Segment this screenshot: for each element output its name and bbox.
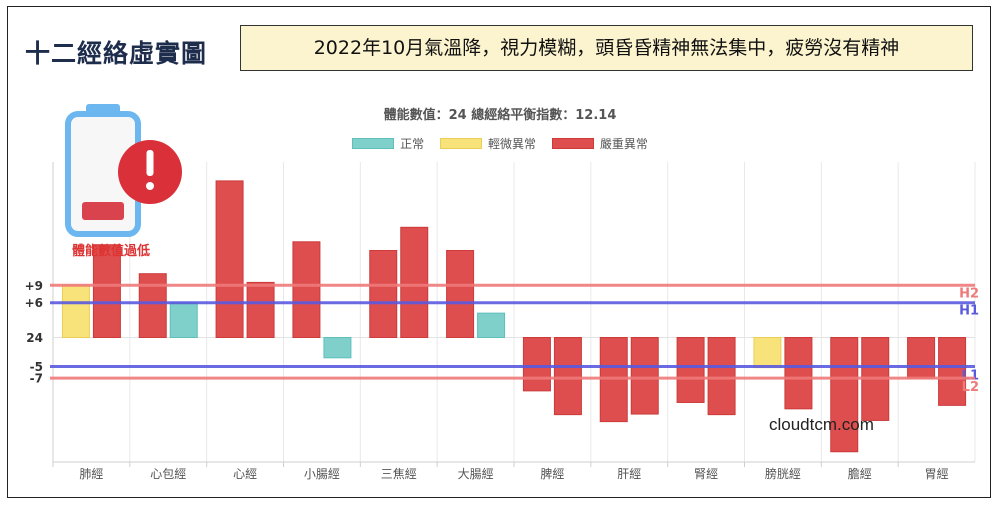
legend-item-severe[interactable]: 嚴重異常 bbox=[551, 135, 648, 152]
bar bbox=[246, 281, 275, 338]
page-title: 十二經絡虛實圖 bbox=[25, 39, 208, 68]
bar bbox=[215, 180, 244, 338]
y-tick-label: +6 bbox=[25, 296, 43, 310]
bar bbox=[400, 226, 429, 338]
x-tick-label: 心包經 bbox=[150, 467, 186, 481]
chart-title: 體能數值：24 總經絡平衡指數：12.14 bbox=[383, 108, 617, 123]
legend: 正常 輕微異常 嚴重異常 bbox=[0, 135, 1000, 152]
x-tick-label: 肝經 bbox=[617, 467, 641, 481]
bar bbox=[522, 337, 551, 392]
y-tick-label: -7 bbox=[30, 372, 43, 386]
legend-item-mild[interactable]: 輕微異常 bbox=[439, 135, 536, 152]
bar bbox=[138, 273, 167, 339]
legend-item-normal[interactable]: 正常 bbox=[352, 135, 424, 152]
bar bbox=[676, 337, 705, 403]
x-tick-label: 小腸經 bbox=[304, 467, 340, 481]
reference-line-label: H1 bbox=[959, 304, 979, 319]
bar bbox=[553, 337, 582, 416]
bar bbox=[784, 337, 813, 410]
x-tick-label: 肺經 bbox=[79, 467, 103, 481]
x-tick-label: 膽經 bbox=[848, 466, 872, 481]
bar bbox=[292, 241, 321, 338]
bar bbox=[92, 244, 121, 338]
watermark: cloudtcm.com bbox=[769, 415, 874, 434]
bar bbox=[830, 337, 859, 453]
reference-line-label: H2 bbox=[959, 286, 979, 301]
x-tick-label: 心經 bbox=[233, 467, 257, 481]
legend-label-mild: 輕微異常 bbox=[487, 137, 536, 151]
battery-warning-label: 體能數值過低 bbox=[72, 244, 151, 259]
bar bbox=[323, 337, 352, 359]
bar bbox=[477, 312, 506, 339]
bar bbox=[630, 337, 659, 415]
bar bbox=[938, 337, 967, 406]
y-tick-label: 24 bbox=[26, 331, 43, 345]
legend-label-normal: 正常 bbox=[400, 137, 425, 151]
bar bbox=[61, 284, 90, 338]
low-battery-icon bbox=[62, 102, 186, 238]
x-tick-label: 腎經 bbox=[694, 467, 718, 481]
reference-line-label: L2 bbox=[962, 380, 979, 395]
bar bbox=[907, 337, 936, 379]
y-tick-label: +9 bbox=[25, 279, 43, 293]
bar bbox=[169, 302, 198, 339]
x-tick-label: 三焦經 bbox=[381, 467, 417, 481]
x-tick-label: 胃經 bbox=[925, 467, 949, 481]
bar bbox=[369, 250, 398, 338]
x-tick-label: 大腸經 bbox=[458, 467, 494, 481]
x-tick-label: 膀胱經 bbox=[765, 466, 801, 481]
bar bbox=[753, 337, 782, 369]
bar bbox=[446, 250, 475, 338]
symptom-note: 2022年10月氣溫降，視力模糊，頭昏昏精神無法集中，疲勞沒有精神 bbox=[240, 25, 973, 71]
x-tick-label: 脾經 bbox=[540, 466, 564, 481]
legend-label-severe: 嚴重異常 bbox=[599, 137, 648, 151]
bar bbox=[707, 337, 736, 416]
y-tick-label: -5 bbox=[30, 360, 43, 374]
legend-swatch-normal bbox=[352, 138, 395, 149]
chart-frame bbox=[7, 6, 991, 498]
legend-swatch-severe bbox=[551, 138, 594, 149]
legend-swatch-mild bbox=[439, 138, 482, 149]
reference-line-label: L1 bbox=[962, 369, 979, 384]
